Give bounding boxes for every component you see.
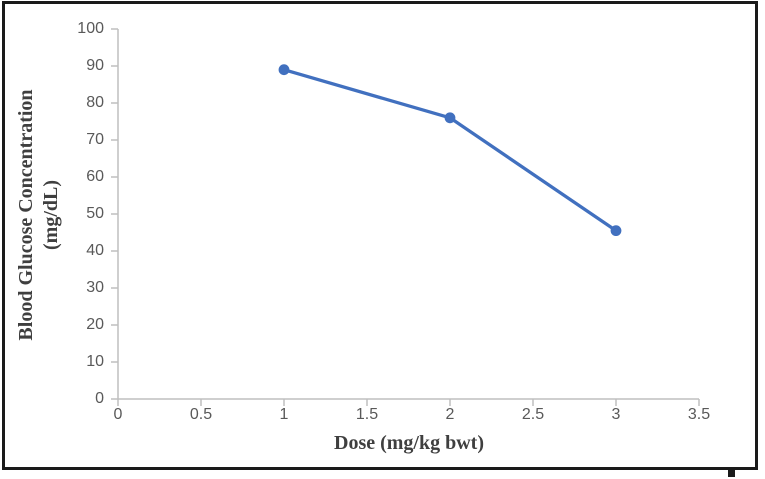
y-tick-label: 30 [86,279,104,296]
y-tick-label: 0 [95,390,104,407]
x-tick-label: 0 [113,406,123,423]
x-tick-label: 2 [445,406,455,423]
y-tick-label: 40 [86,242,104,259]
data-point-marker [278,64,290,76]
chart-border-frame [2,1,758,470]
x-tick-label: 3.5 [687,406,711,423]
y-tick-label: 10 [86,353,104,370]
x-tick-label: 0.5 [189,406,213,423]
x-tick-label: 1 [279,406,289,423]
data-point-marker [610,225,622,237]
x-tick-label: 3 [611,406,621,423]
x-axis-title: Dose (mg/kg bwt) [334,432,484,454]
y-axis-title-line1: Blood Glucose Concentration [15,89,37,341]
series-line [282,68,618,233]
resize-handle-mark [728,469,735,477]
x-tick-label: 1.5 [355,406,379,423]
y-tick-label: 80 [86,94,104,111]
y-tick-label: 20 [86,316,104,333]
y-tick-label: 60 [86,168,104,185]
y-tick-label: 70 [86,131,104,148]
y-tick-label: 100 [77,20,104,37]
data-point-marker [444,112,456,124]
y-tick-label: 50 [86,205,104,222]
y-tick-label: 90 [86,57,104,74]
x-tick-label: 2.5 [521,406,545,423]
